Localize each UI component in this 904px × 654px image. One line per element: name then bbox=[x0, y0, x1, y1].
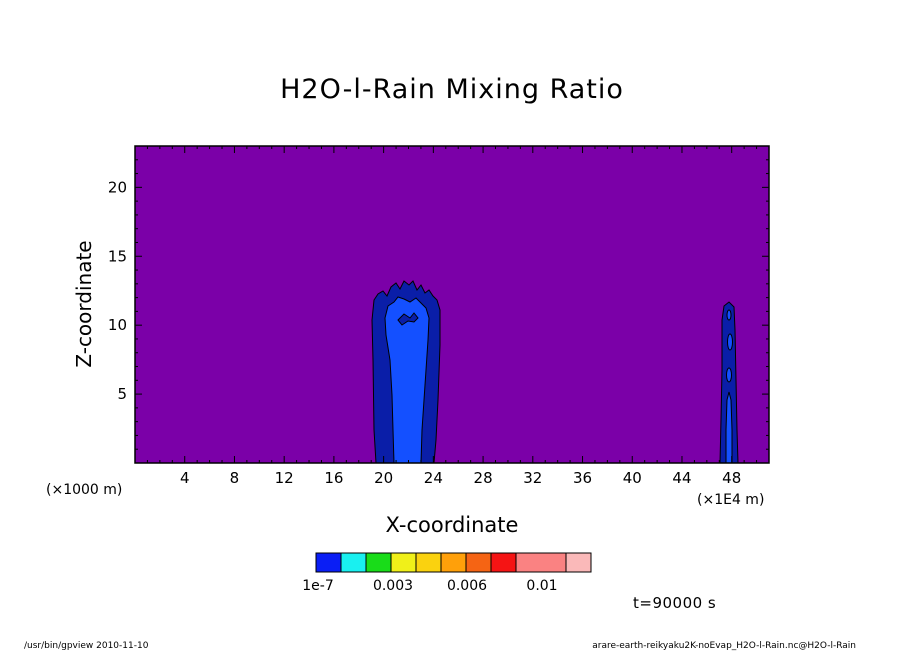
colorbar-tick-label: 0.003 bbox=[373, 578, 413, 594]
y-axis: 5 10 15 20 bbox=[108, 159, 769, 450]
plot-area bbox=[134, 145, 770, 464]
x-tick-label: 36 bbox=[573, 469, 592, 487]
footer-right: arare-earth-reikyaku2K-noEvap_H2O-l-Rain… bbox=[592, 641, 856, 651]
colorbar-swatch bbox=[415, 552, 442, 573]
y-axis-label: Z-coordinate bbox=[72, 240, 96, 368]
y-tick-label: 15 bbox=[108, 247, 127, 265]
x-tick-label: 32 bbox=[523, 469, 542, 487]
colorbar-tick-label: 0.01 bbox=[526, 578, 557, 594]
x-unit-label: (×1000 m) bbox=[46, 482, 123, 498]
x-tick-label: 20 bbox=[374, 469, 393, 487]
colorbar: 1e-7 0.003 0.006 0.01 bbox=[302, 552, 592, 594]
x-tick-label: 8 bbox=[230, 469, 240, 487]
colorbar-tick-label: 1e-7 bbox=[302, 578, 333, 594]
right-cell-blob-1 bbox=[726, 367, 732, 383]
x-tick-label: 16 bbox=[324, 469, 343, 487]
main-cell-pocket bbox=[397, 312, 419, 326]
colorbar-swatch bbox=[515, 552, 567, 573]
footer-left: /usr/bin/gpview 2010-11-10 bbox=[24, 641, 149, 651]
colorbar-swatch bbox=[465, 552, 492, 573]
x-tick-label: 12 bbox=[275, 469, 294, 487]
x-tick-label: 4 bbox=[180, 469, 190, 487]
y-tick-label: 5 bbox=[117, 385, 127, 403]
x-tick-label: 44 bbox=[672, 469, 691, 487]
colorbar-swatch bbox=[315, 552, 342, 573]
right-cell-inner bbox=[725, 391, 733, 464]
y-tick-label: 10 bbox=[108, 316, 127, 334]
colorbar-swatch bbox=[340, 552, 367, 573]
plot-frame bbox=[134, 145, 770, 464]
x-tick-label: 48 bbox=[722, 469, 741, 487]
colorbar-swatch bbox=[490, 552, 517, 573]
right-cell-blob-3 bbox=[726, 309, 732, 321]
main-cell-inner bbox=[384, 296, 430, 464]
colorbar-tick-label: 0.006 bbox=[447, 578, 487, 594]
x-axis-label: X-coordinate bbox=[385, 513, 519, 537]
colorbar-swatch bbox=[365, 552, 392, 573]
colorbar-swatch bbox=[440, 552, 467, 573]
right-cell-blob-2 bbox=[727, 333, 733, 351]
x-tick-label: 28 bbox=[474, 469, 493, 487]
x-unit-secondary-label: (×1E4 m) bbox=[697, 492, 765, 508]
plot-background bbox=[135, 146, 769, 463]
x-axis: 4 8 12 16 20 24 28 32 36 40 44 48 bbox=[146, 146, 758, 487]
time-label: t=90000 s bbox=[633, 594, 717, 612]
y-tick-label: 20 bbox=[108, 178, 127, 196]
x-tick-label: 40 bbox=[623, 469, 642, 487]
x-tick-label: 24 bbox=[424, 469, 443, 487]
chart-title: H2O-l-Rain Mixing Ratio bbox=[280, 74, 624, 105]
colorbar-swatch bbox=[390, 552, 417, 573]
colorbar-swatch bbox=[565, 552, 592, 573]
